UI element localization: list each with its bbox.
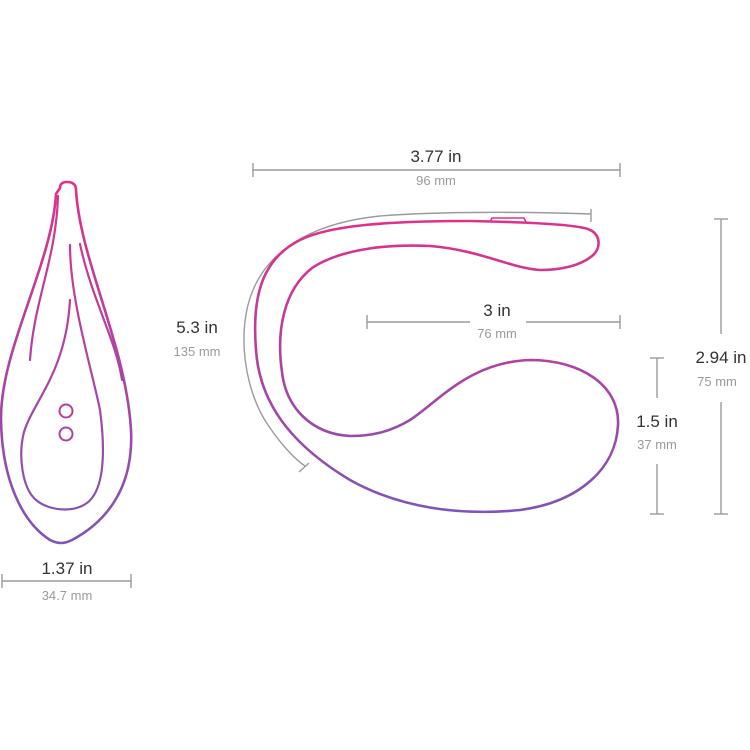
inner-width-inch-label: 3 in [483,301,510,320]
bulb-height-mm-label: 37 mm [637,437,677,452]
side-view [243,209,620,514]
front-view-button-top [58,403,74,419]
arm-length-guide [243,211,592,467]
front-view-inner-loop [20,243,105,511]
side-view-outline [253,219,620,514]
front-width-inch-label: 1.37 in [41,559,92,578]
front-view-stem-left [28,194,60,362]
front-view-outline [0,180,133,545]
arm-length-inch-label: 5.3 in [176,318,218,337]
front-width-mm-label: 34.7 mm [42,588,93,603]
bulb-height-inch-label: 1.5 in [636,412,678,431]
front-view [0,180,133,545]
arm-length-dimension: 5.3 in 135 mm [174,318,221,359]
side-view-notch [489,217,527,223]
top-width-dimension: 3.77 in 96 mm [252,147,621,188]
front-view-stem-right [78,242,124,382]
arm-length-tick-bottom [298,462,310,473]
top-width-inch-label: 3.77 in [410,147,461,166]
top-width-mm-label: 96 mm [416,173,456,188]
inner-width-dimension: 3 in 76 mm [366,300,621,344]
total-height-dimension: 2.94 in 75 mm [695,218,747,515]
arm-length-mm-label: 135 mm [174,344,221,359]
total-height-mm-label: 75 mm [697,374,737,389]
bulb-height-dimension: 1.5 in 37 mm [636,357,678,515]
inner-width-label-bg [470,300,526,344]
total-height-inch-label: 2.94 in [695,348,746,367]
front-view-button-bottom [58,426,74,442]
front-width-dimension: 1.37 in 34.7 mm [1,559,132,603]
inner-width-mm-label: 76 mm [477,326,517,341]
